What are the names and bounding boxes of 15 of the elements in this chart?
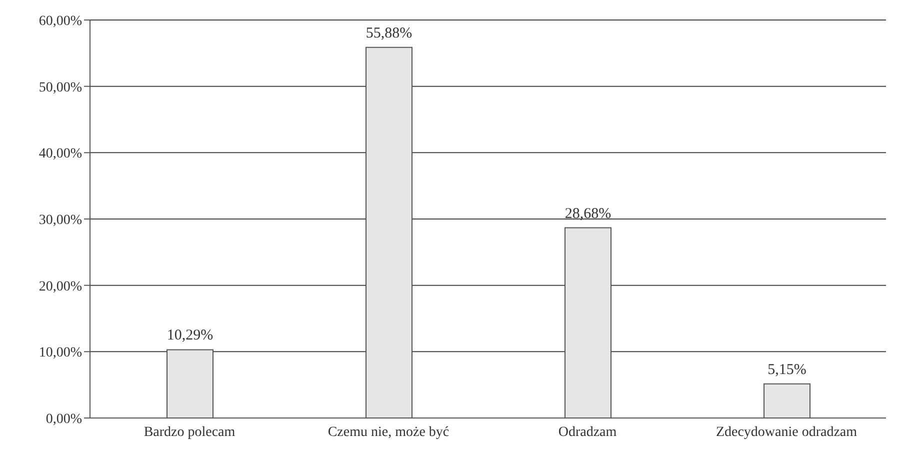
y-tick-label: 60,00% (38, 14, 82, 29)
y-tick-label: 10,00% (38, 346, 82, 361)
y-tick-label: 0,00% (46, 412, 82, 427)
y-tick-label: 50,00% (38, 80, 82, 96)
y-tick-label: 30,00% (38, 212, 82, 228)
x-tick-label: Bardzo polecam (144, 424, 236, 440)
x-tick-label: Odradzam (558, 424, 617, 440)
data-label: 55,88% (366, 25, 412, 42)
data-label: 28,68% (564, 206, 612, 222)
y-tick-label: 40,00% (38, 146, 82, 162)
data-label: 5,15% (768, 362, 806, 378)
x-tick-label: Zdecydowanie odradzam (716, 424, 858, 440)
y-tick-label: 20,00% (38, 279, 82, 294)
x-tick-label: Czemu nie, może być (328, 424, 450, 440)
data-label: 10,29% (166, 328, 214, 344)
